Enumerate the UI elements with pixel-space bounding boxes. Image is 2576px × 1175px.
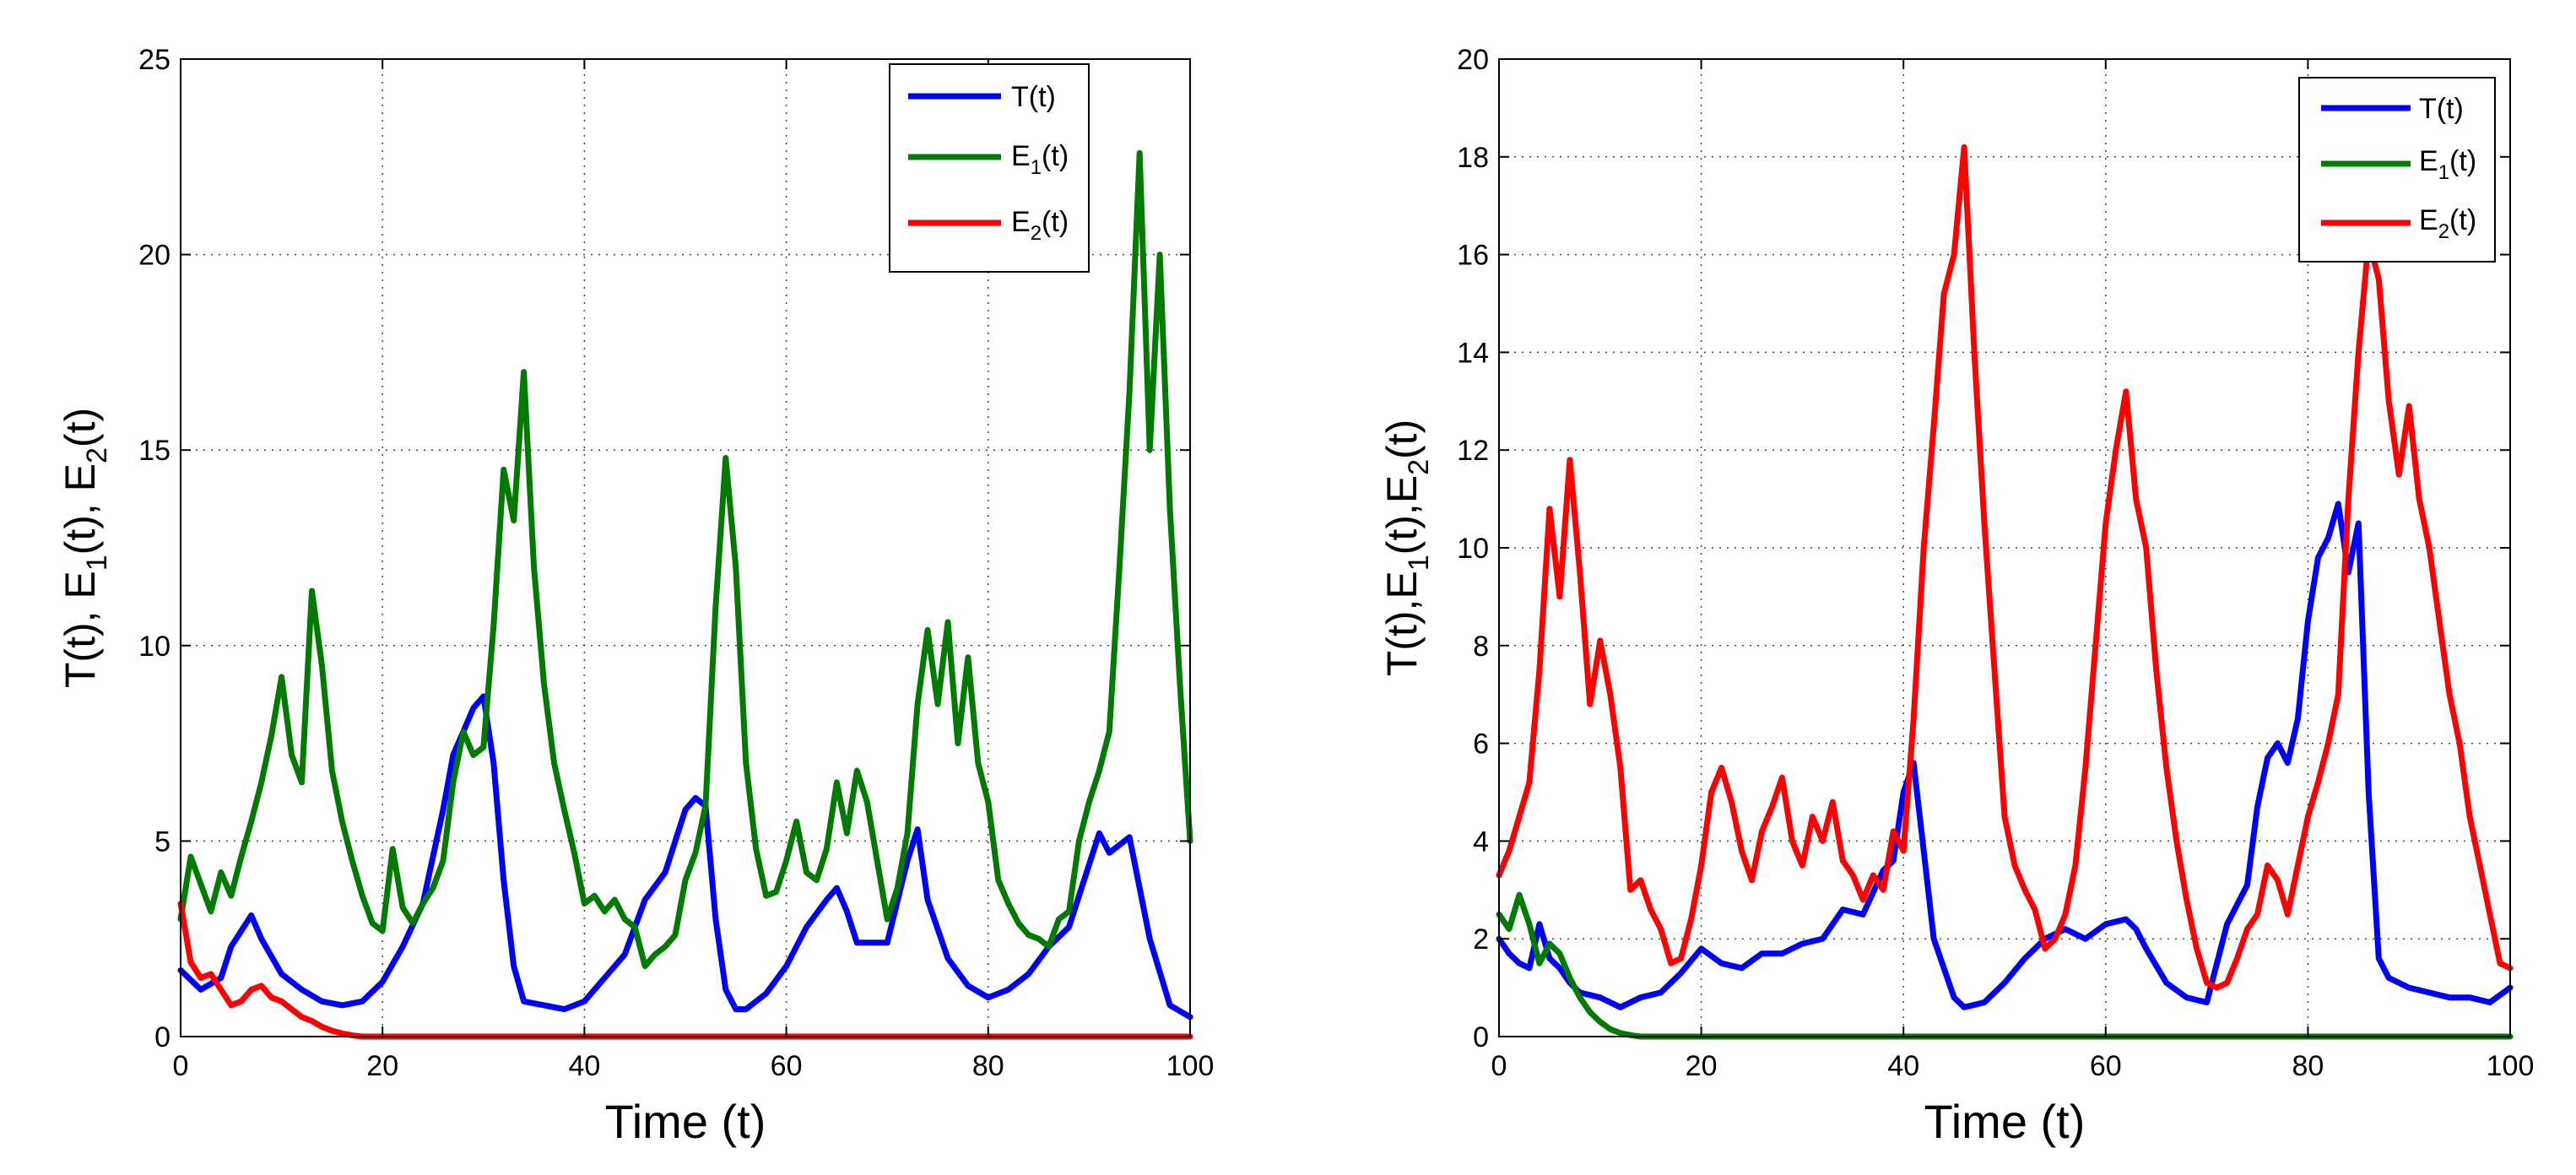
- right-y-axis-label: T(t),E1(t),E2(t): [1378, 420, 1435, 676]
- left-x-tick-label-100: 100: [1166, 1050, 1215, 1082]
- left-y-tick-label-20: 20: [138, 240, 170, 272]
- left-x-tick-label-40: 40: [568, 1050, 600, 1082]
- left-x-tick-label-60: 60: [771, 1050, 803, 1082]
- left-x-tick-label-0: 0: [173, 1050, 189, 1082]
- left-plot-frame: [180, 58, 1191, 1037]
- right-legend-label-t: T(t): [2419, 93, 2464, 125]
- right-x-tick-label-100: 100: [2487, 1050, 2535, 1082]
- right-panel: 0 20 40 60 80 100 0 2 4 6 8 10 12 14 16 18 20 Time (t) T…: [1378, 44, 2534, 1148]
- right-x-tick-label-80: 80: [2292, 1050, 2324, 1082]
- right-series-line-e1: [1496, 891, 2514, 1040]
- right-x-tick-label-0: 0: [1491, 1050, 1507, 1082]
- left-legend-label-t: T(t): [1011, 81, 1056, 113]
- left-legend-label-e2: E2(t): [1011, 206, 1069, 245]
- right-y-tick-label-6: 6: [1473, 728, 1489, 761]
- left-y-tick-label-10: 10: [138, 631, 170, 663]
- right-y-tick-label-4: 4: [1473, 826, 1489, 858]
- right-y-tick-label-2: 2: [1473, 923, 1489, 956]
- right-ticks: 0 20 40 60 80 100 0 2 4 6 8 10 12 14 16 18 20: [1457, 44, 2534, 1082]
- right-x-tick-label-40: 40: [1887, 1050, 1919, 1082]
- right-y-tick-label-0: 0: [1473, 1021, 1489, 1053]
- right-x-tick-label-20: 20: [1686, 1050, 1718, 1082]
- left-series-line-e2: [177, 901, 1193, 1040]
- right-y-tick-label-14: 14: [1457, 337, 1489, 369]
- right-legend-label-e2: E2(t): [2419, 204, 2476, 243]
- left-x-axis-label: Time (t): [605, 1095, 766, 1148]
- left-y-tick-label-5: 5: [154, 826, 170, 858]
- right-series-line-e2: [1496, 143, 2514, 991]
- right-x-tick-label-60: 60: [2090, 1050, 2122, 1082]
- left-series-lines: [177, 149, 1193, 1040]
- right-series-lines: [1496, 143, 2514, 1040]
- right-y-tick-label-10: 10: [1457, 533, 1489, 565]
- left-y-axis-label: T(t), E1(t), E2(t): [57, 408, 113, 688]
- left-x-tick-label-20: 20: [366, 1050, 398, 1082]
- right-y-tick-label-16: 16: [1457, 240, 1489, 272]
- left-panel: 0 20 40 60 80 100 0 5 10 15 20 25 Time (t) T(t), E1…: [57, 44, 1214, 1148]
- left-ticks: 0 20 40 60 80 100 0 5 10 15 20 25: [138, 44, 1214, 1082]
- right-series-line-t: [1496, 501, 2514, 1010]
- left-legend-label-e1: E1(t): [1011, 140, 1069, 179]
- left-series-line-t: [177, 693, 1193, 1021]
- right-y-tick-label-18: 18: [1457, 142, 1489, 174]
- left-legend: T(t) E1(t) E2(t): [889, 63, 1090, 273]
- left-x-tick-label-80: 80: [972, 1050, 1004, 1082]
- left-series-line-e1: [177, 149, 1193, 970]
- right-x-axis-label: Time (t): [1924, 1095, 2086, 1148]
- right-y-tick-label-8: 8: [1473, 631, 1489, 663]
- left-y-tick-label-0: 0: [154, 1021, 170, 1053]
- right-y-tick-label-20: 20: [1457, 44, 1489, 76]
- left-y-tick-label-15: 15: [138, 435, 170, 467]
- right-legend: T(t) E1(t) E2(t): [2298, 77, 2496, 263]
- right-legend-label-e1: E1(t): [2419, 145, 2476, 184]
- right-y-tick-label-12: 12: [1457, 435, 1489, 467]
- left-y-tick-label-25: 25: [138, 44, 170, 76]
